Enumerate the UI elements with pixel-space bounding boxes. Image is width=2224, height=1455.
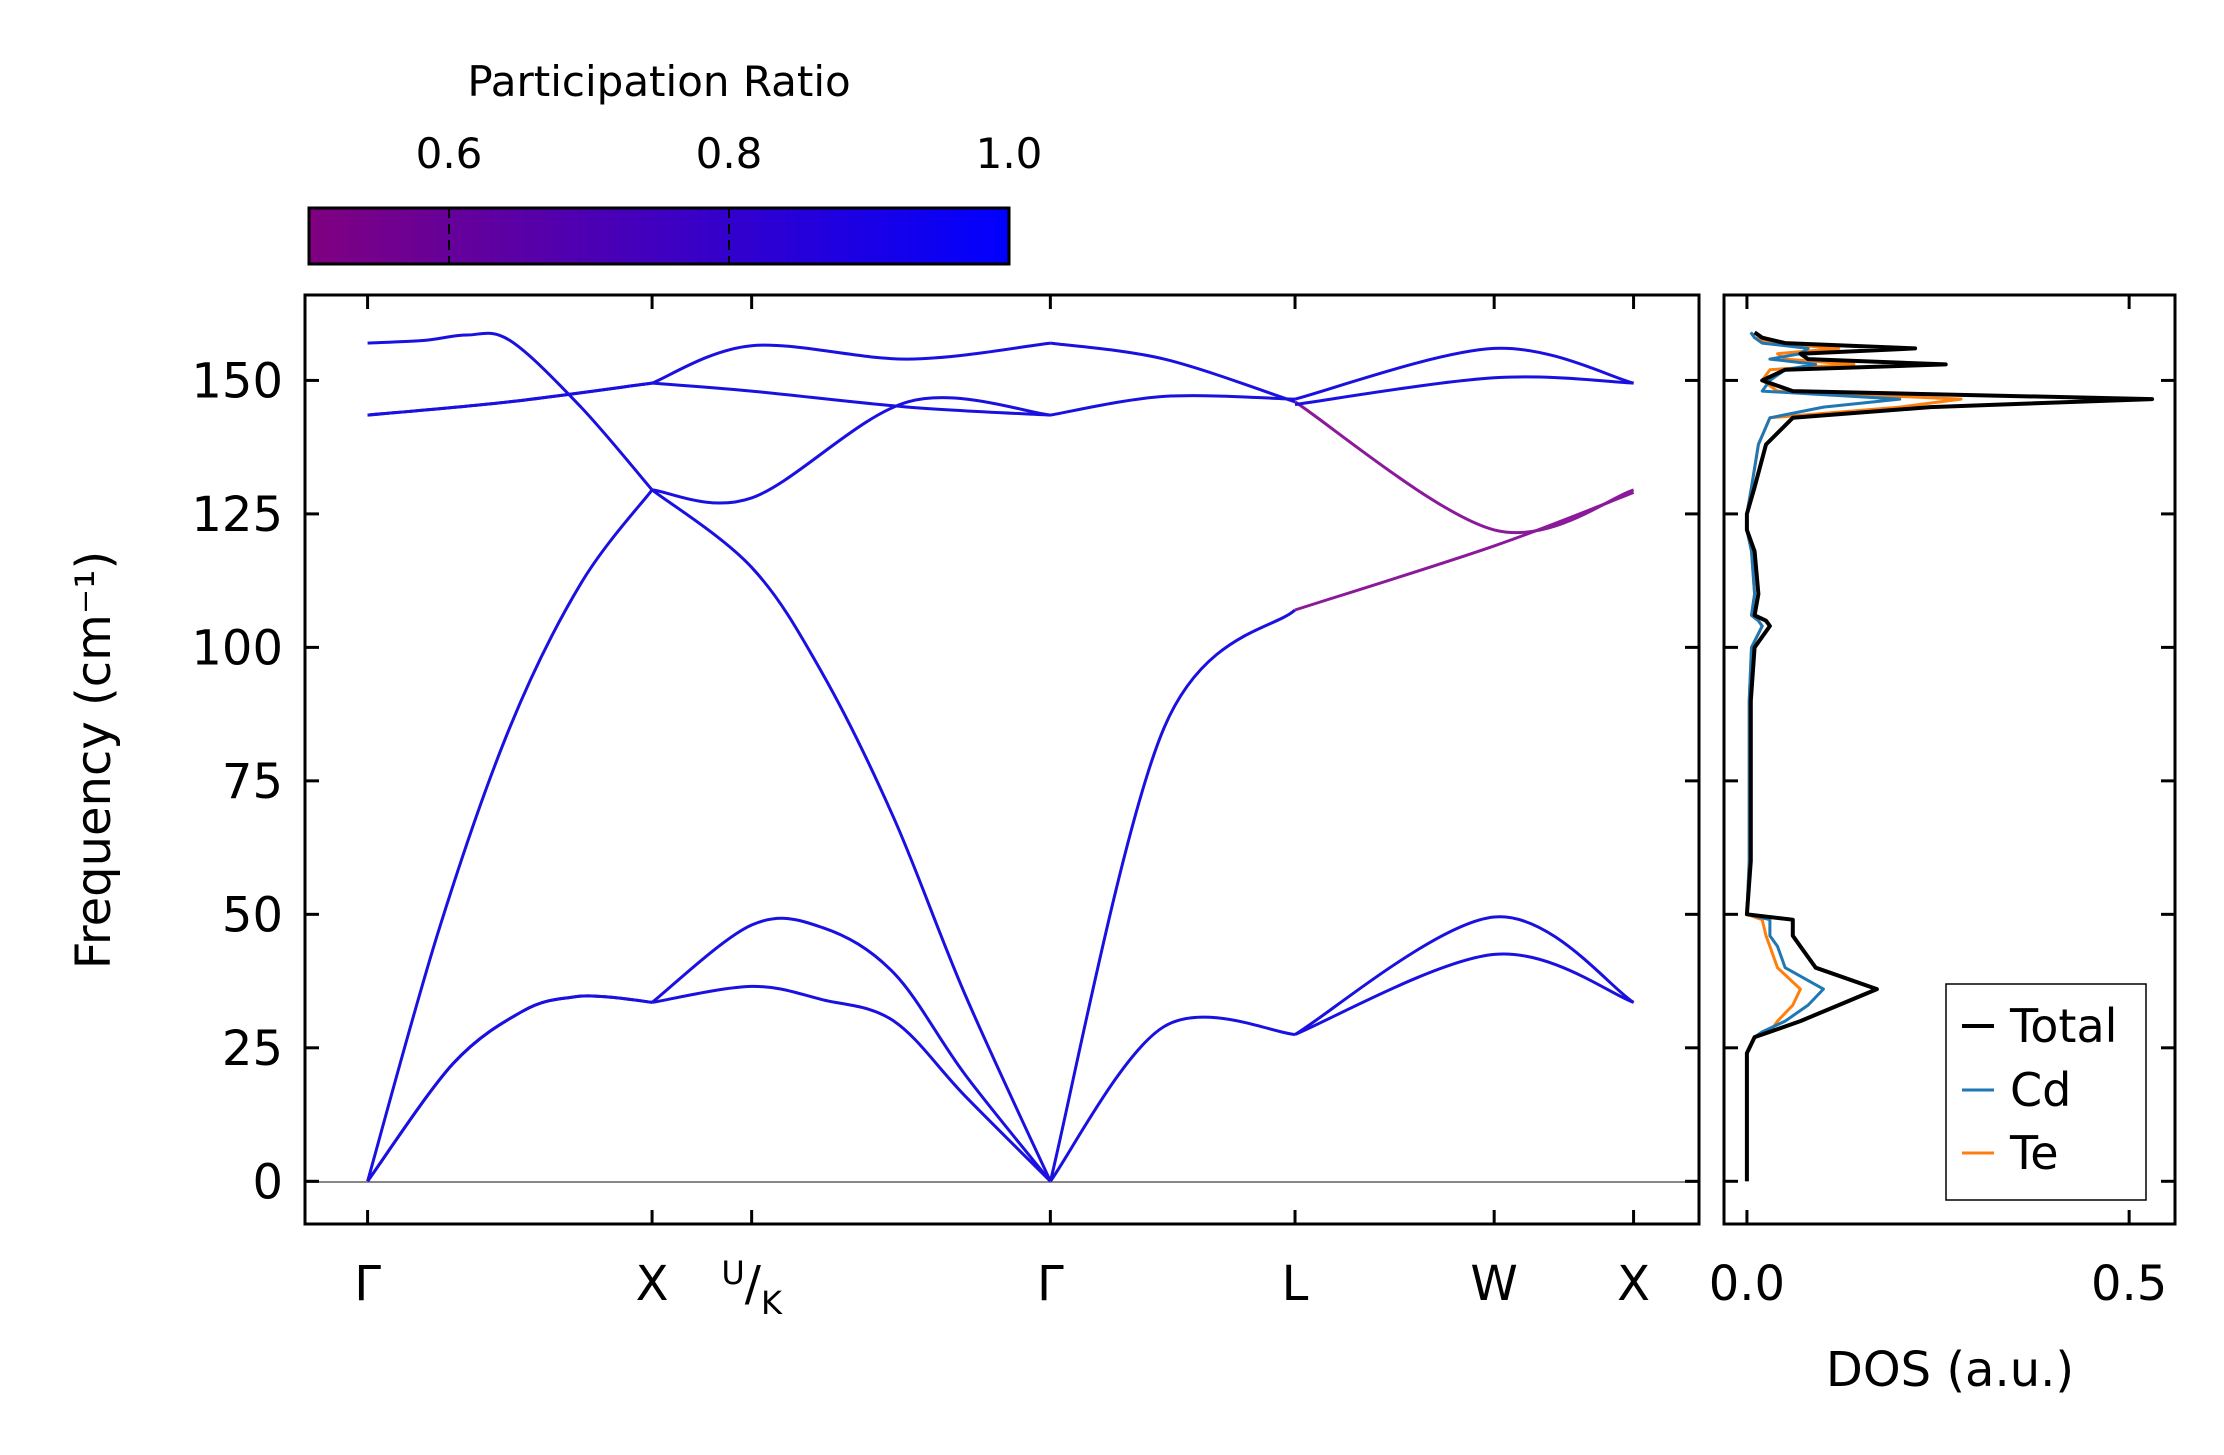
band-x-tick-label: W <box>1470 1256 1517 1312</box>
colorbar-tick-label: 0.6 <box>416 129 483 178</box>
band-line-lw-4 <box>1294 400 1635 535</box>
band-y-tick-label: 100 <box>191 620 283 676</box>
dos-x-tick-label: 0.5 <box>2091 1256 2167 1312</box>
band-line-la <box>366 488 654 1182</box>
legend-label-te: Te <box>2009 1126 2059 1180</box>
dos-lines <box>1744 330 2155 1182</box>
band-y-axis-title: Frequency (cm⁻¹) <box>66 551 122 969</box>
band-line-xk-la <box>651 488 1052 1182</box>
dos-legend: Total Cd Te <box>1945 983 2147 1201</box>
band-y-tick-label: 50 <box>222 887 283 943</box>
band-line-gl-la <box>1048 608 1297 1182</box>
colorbar-label: Participation Ratio <box>467 57 850 106</box>
band-x-tick-label: Γ <box>354 1256 381 1312</box>
band-y-tick-label: 0 <box>252 1154 283 1210</box>
band-y-tick-label: 75 <box>222 754 283 810</box>
band-lines <box>366 331 1635 1183</box>
colorbar-tick-label: 1.0 <box>976 129 1043 178</box>
band-x-tick-label: X <box>1617 1256 1650 1312</box>
band-line-lw-3 <box>1294 491 1635 612</box>
dos-x-axis-title: DOS (a.u.) <box>1826 1342 2074 1398</box>
band-x-tick-label: X <box>636 1256 669 1312</box>
colorbar: Participation Ratio 0.6 0.8 1.0 <box>307 57 1043 266</box>
band-line-xk-lo <box>651 341 1051 385</box>
legend-label-total: Total <box>2009 999 2117 1053</box>
band-line-gl-ta <box>1049 1015 1296 1183</box>
band-axes-frame <box>303 293 1701 1226</box>
band-x-ticks: Γ X U/K Γ L W X <box>354 295 1650 1322</box>
band-y-tick-label: 25 <box>222 1021 283 1077</box>
band-line-gl-to <box>1050 394 1296 417</box>
band-x-tick-label: Γ <box>1037 1256 1064 1312</box>
dos-panel: 0.0 0.5 DOS (a.u.) Total Cd Te <box>1709 293 2177 1398</box>
band-line-ta2 <box>366 994 653 1183</box>
band-line-lw-1 <box>1294 952 1635 1036</box>
colorbar-gradient <box>307 206 1011 266</box>
legend-label-cd: Cd <box>2010 1063 2071 1117</box>
band-line-lw-6 <box>1294 375 1634 406</box>
band-line-lw-5 <box>1294 346 1634 401</box>
band-line-xk-ta1 <box>651 916 1052 1183</box>
dos-line-te <box>1745 331 1963 1182</box>
band-y-ticks: 0 25 50 75 100 125 150 <box>191 353 1699 1210</box>
band-y-tick-label: 125 <box>191 487 283 543</box>
dos-y-ticks <box>1724 378 2175 1183</box>
colorbar-ticks: 0.6 0.8 1.0 <box>416 129 1043 264</box>
dos-line-total <box>1744 330 2155 1182</box>
band-x-tick-label: U/K <box>721 1254 783 1322</box>
dos-line-cd <box>1745 331 1902 1182</box>
band-line-lw-2 <box>1294 915 1635 1036</box>
dos-axes-frame <box>1722 293 2177 1226</box>
dos-x-ticks: 0.0 0.5 <box>1709 295 2167 1312</box>
band-x-tick-label: L <box>1282 1256 1309 1312</box>
band-line-to2 <box>367 381 653 417</box>
band-line-gl-lo <box>1050 341 1296 404</box>
band-line-xk-to1 <box>651 396 1051 505</box>
band-y-tick-label: 150 <box>191 353 283 409</box>
band-line-lo <box>367 331 654 491</box>
dos-x-tick-label: 0.0 <box>1709 1256 1785 1312</box>
band-line-xk-to2 <box>651 381 1051 417</box>
colorbar-tick-label: 0.8 <box>696 129 763 178</box>
legend-frame <box>1945 983 2147 1201</box>
band-line-xk-ta2 <box>651 984 1052 1183</box>
band-structure-panel: 0 25 50 75 100 125 150 Γ X U/K Γ L W X Frequency (cm… <box>66 293 1701 1322</box>
